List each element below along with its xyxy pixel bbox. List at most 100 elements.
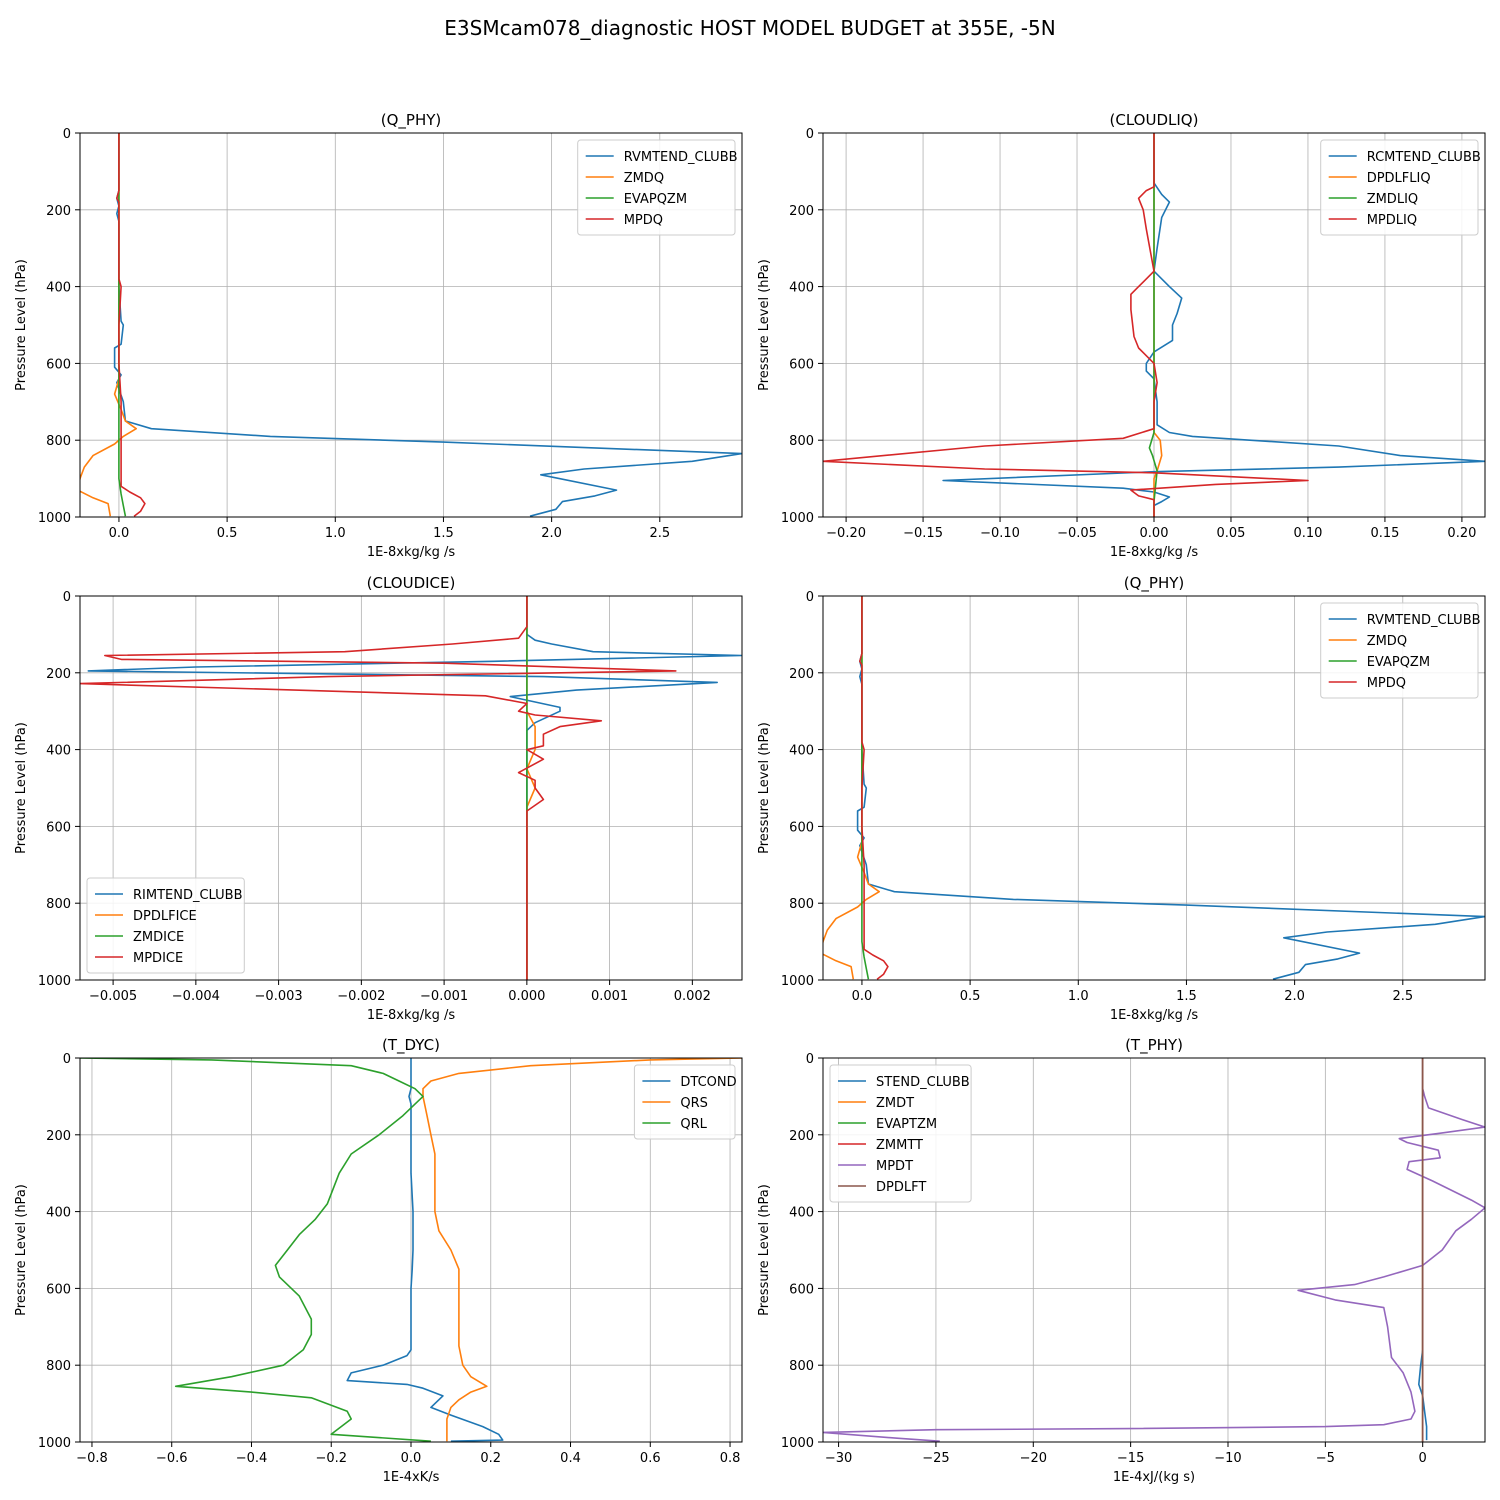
y-tick-label: 600 [789,1282,814,1297]
legend-label-zmdliq: ZMDLIQ [1367,192,1418,207]
legend-box [1320,139,1479,236]
x-tick-label: 0.001 [591,989,628,1004]
y-tick-label: 200 [46,1129,71,1144]
x-tick-label: −0.003 [255,989,303,1004]
series-group [80,596,742,980]
legend-label-zmdq: ZMDQ [1367,634,1407,649]
y-tick-label: 600 [789,820,814,835]
series-group [823,133,1485,517]
series-line-mpdice [80,596,677,980]
y-tick-label: 800 [46,1359,71,1374]
series-group [823,596,1485,980]
y-tick-label: 1000 [781,511,814,526]
legend-label-zmdt: ZMDT [876,1096,914,1111]
x-tick-label: 0.4 [560,1451,581,1466]
x-tick-label: 0.000 [508,989,545,1004]
y-tick-label: 200 [46,204,71,219]
y-tick-label: 1000 [38,974,71,989]
series-line-qrs [422,1058,742,1442]
legend-label-dpdlft: DPDLFT [876,1180,926,1195]
legend-label-evapqzm: EVAPQZM [1367,655,1430,670]
y-tick-label: 0 [806,590,814,605]
y-axis-label: Pressure Level (hPa) [14,1184,29,1316]
y-tick-label: 0 [63,1052,71,1067]
legend-label-zmmtt: ZMMTT [876,1138,923,1153]
legend-label-qrs: QRS [680,1096,708,1111]
x-tick-label: 1.5 [433,526,454,541]
plot-frame [79,1057,743,1443]
figure-title: E3SMcam078_diagnostic HOST MODEL BUDGET … [444,16,1056,40]
x-tick-label: −0.15 [903,526,943,541]
legend-label-mpdliq: MPDLIQ [1367,213,1417,228]
legend-label-dpdlfliq: DPDLFLIQ [1367,171,1431,186]
legend-box [1320,602,1479,699]
y-tick-label: 400 [789,1206,814,1221]
subplot-title: (CLOUDLIQ) [1110,111,1199,129]
legend: STEND_CLUBB ZMDT EVAPTZM ZMMTT MPDT DPDLFT [829,1064,972,1203]
x-tick-label: −0.6 [156,1451,188,1466]
legend-label-rvmtend-clubb: RVMTEND_CLUBB [1367,613,1481,628]
legend: RIMTEND_CLUBB DPDLFICE ZMDICE MPDICE [86,877,245,974]
y-tick-label: 200 [789,667,814,682]
legend: RVMTEND_CLUBB ZMDQ EVAPQZM MPDQ [577,139,738,236]
x-tick-label: 2.0 [541,526,562,541]
legend-label-mpdt: MPDT [876,1159,913,1174]
plot-frame [822,132,1486,518]
x-tick-label: 0.20 [1447,526,1476,541]
subplot-title: (CLOUDICE) [367,574,456,592]
plot-frame [822,1057,1486,1443]
x-tick-label: 2.0 [1284,989,1305,1004]
series-line-zmdq [823,596,881,980]
subplot-3: −0.005 −0.004 −0.003 −0.002 −0.001 0.000 0.001… [14,574,743,1023]
plot-frame [79,132,743,518]
x-tick-label: 0.8 [720,1451,741,1466]
subplot-1: 0.0 0.5 1.0 1.5 2.0 2.5 0 200 400 600 800 1000 (Q_PH… [14,111,743,560]
y-axis-label: Pressure Level (hPa) [757,1184,772,1316]
legend-label-mpdice: MPDICE [133,951,183,966]
x-tick-label: −0.8 [76,1451,108,1466]
legend: RCMTEND_CLUBB DPDLFLIQ ZMDLIQ MPDLIQ [1320,139,1481,236]
y-tick-label: 200 [46,667,71,682]
x-axis-label: 1E-4xJ/(kg s) [1113,1470,1195,1485]
y-tick-label: 400 [46,1206,71,1221]
subplot-5: −0.8 −0.6 −0.4 −0.2 0.0 0.2 0.4 0.6 0.8 0 200 400 60… [14,1036,743,1485]
x-axis-label: 1E-4xK/s [383,1470,440,1485]
subplot-title: (Q_PHY) [381,111,442,130]
legend-box [86,877,245,974]
x-tick-label: −0.4 [236,1451,268,1466]
subplot-2: −0.20 −0.15 −0.10 −0.05 0.00 0.05 0.10 0.15 0.20… [757,111,1486,560]
y-tick-label: 0 [806,127,814,142]
x-axis-label: 1E-8xkg/kg /s [367,545,456,560]
subplot-title: (Q_PHY) [1124,574,1185,593]
y-tick-label: 800 [789,1359,814,1374]
series-line-mpdq [858,596,889,980]
x-tick-label: 0.5 [217,526,238,541]
legend-label-stend-clubb: STEND_CLUBB [876,1075,970,1090]
legend-box [633,1064,736,1140]
x-axis-label: 1E-8xkg/kg /s [1110,1008,1199,1023]
y-tick-label: 1000 [781,1436,814,1451]
series-group [823,1058,1485,1442]
subplot-title: (T_PHY) [1125,1036,1183,1055]
x-tick-label: −20 [1020,1451,1047,1466]
x-tick-label: 0.0 [401,1451,422,1466]
y-tick-label: 400 [46,744,71,759]
y-tick-label: 200 [789,1129,814,1144]
series-group [80,1058,742,1442]
plot-frame [79,595,743,981]
x-tick-label: −0.005 [89,989,137,1004]
x-tick-label: −10 [1214,1451,1241,1466]
x-tick-label: 1.0 [325,526,346,541]
x-tick-label: −0.2 [315,1451,347,1466]
series-line-mpdq [116,133,146,517]
x-tick-label: −30 [825,1451,852,1466]
y-axis-label: Pressure Level (hPa) [14,259,29,391]
series-group [80,133,742,517]
y-axis-label: Pressure Level (hPa) [757,259,772,391]
legend: DTCOND QRS QRL [633,1064,737,1140]
x-tick-label: −0.10 [980,526,1020,541]
legend-label-evaptzm: EVAPTZM [876,1117,937,1132]
x-tick-label: −0.004 [172,989,220,1004]
x-tick-label: −0.05 [1057,526,1097,541]
